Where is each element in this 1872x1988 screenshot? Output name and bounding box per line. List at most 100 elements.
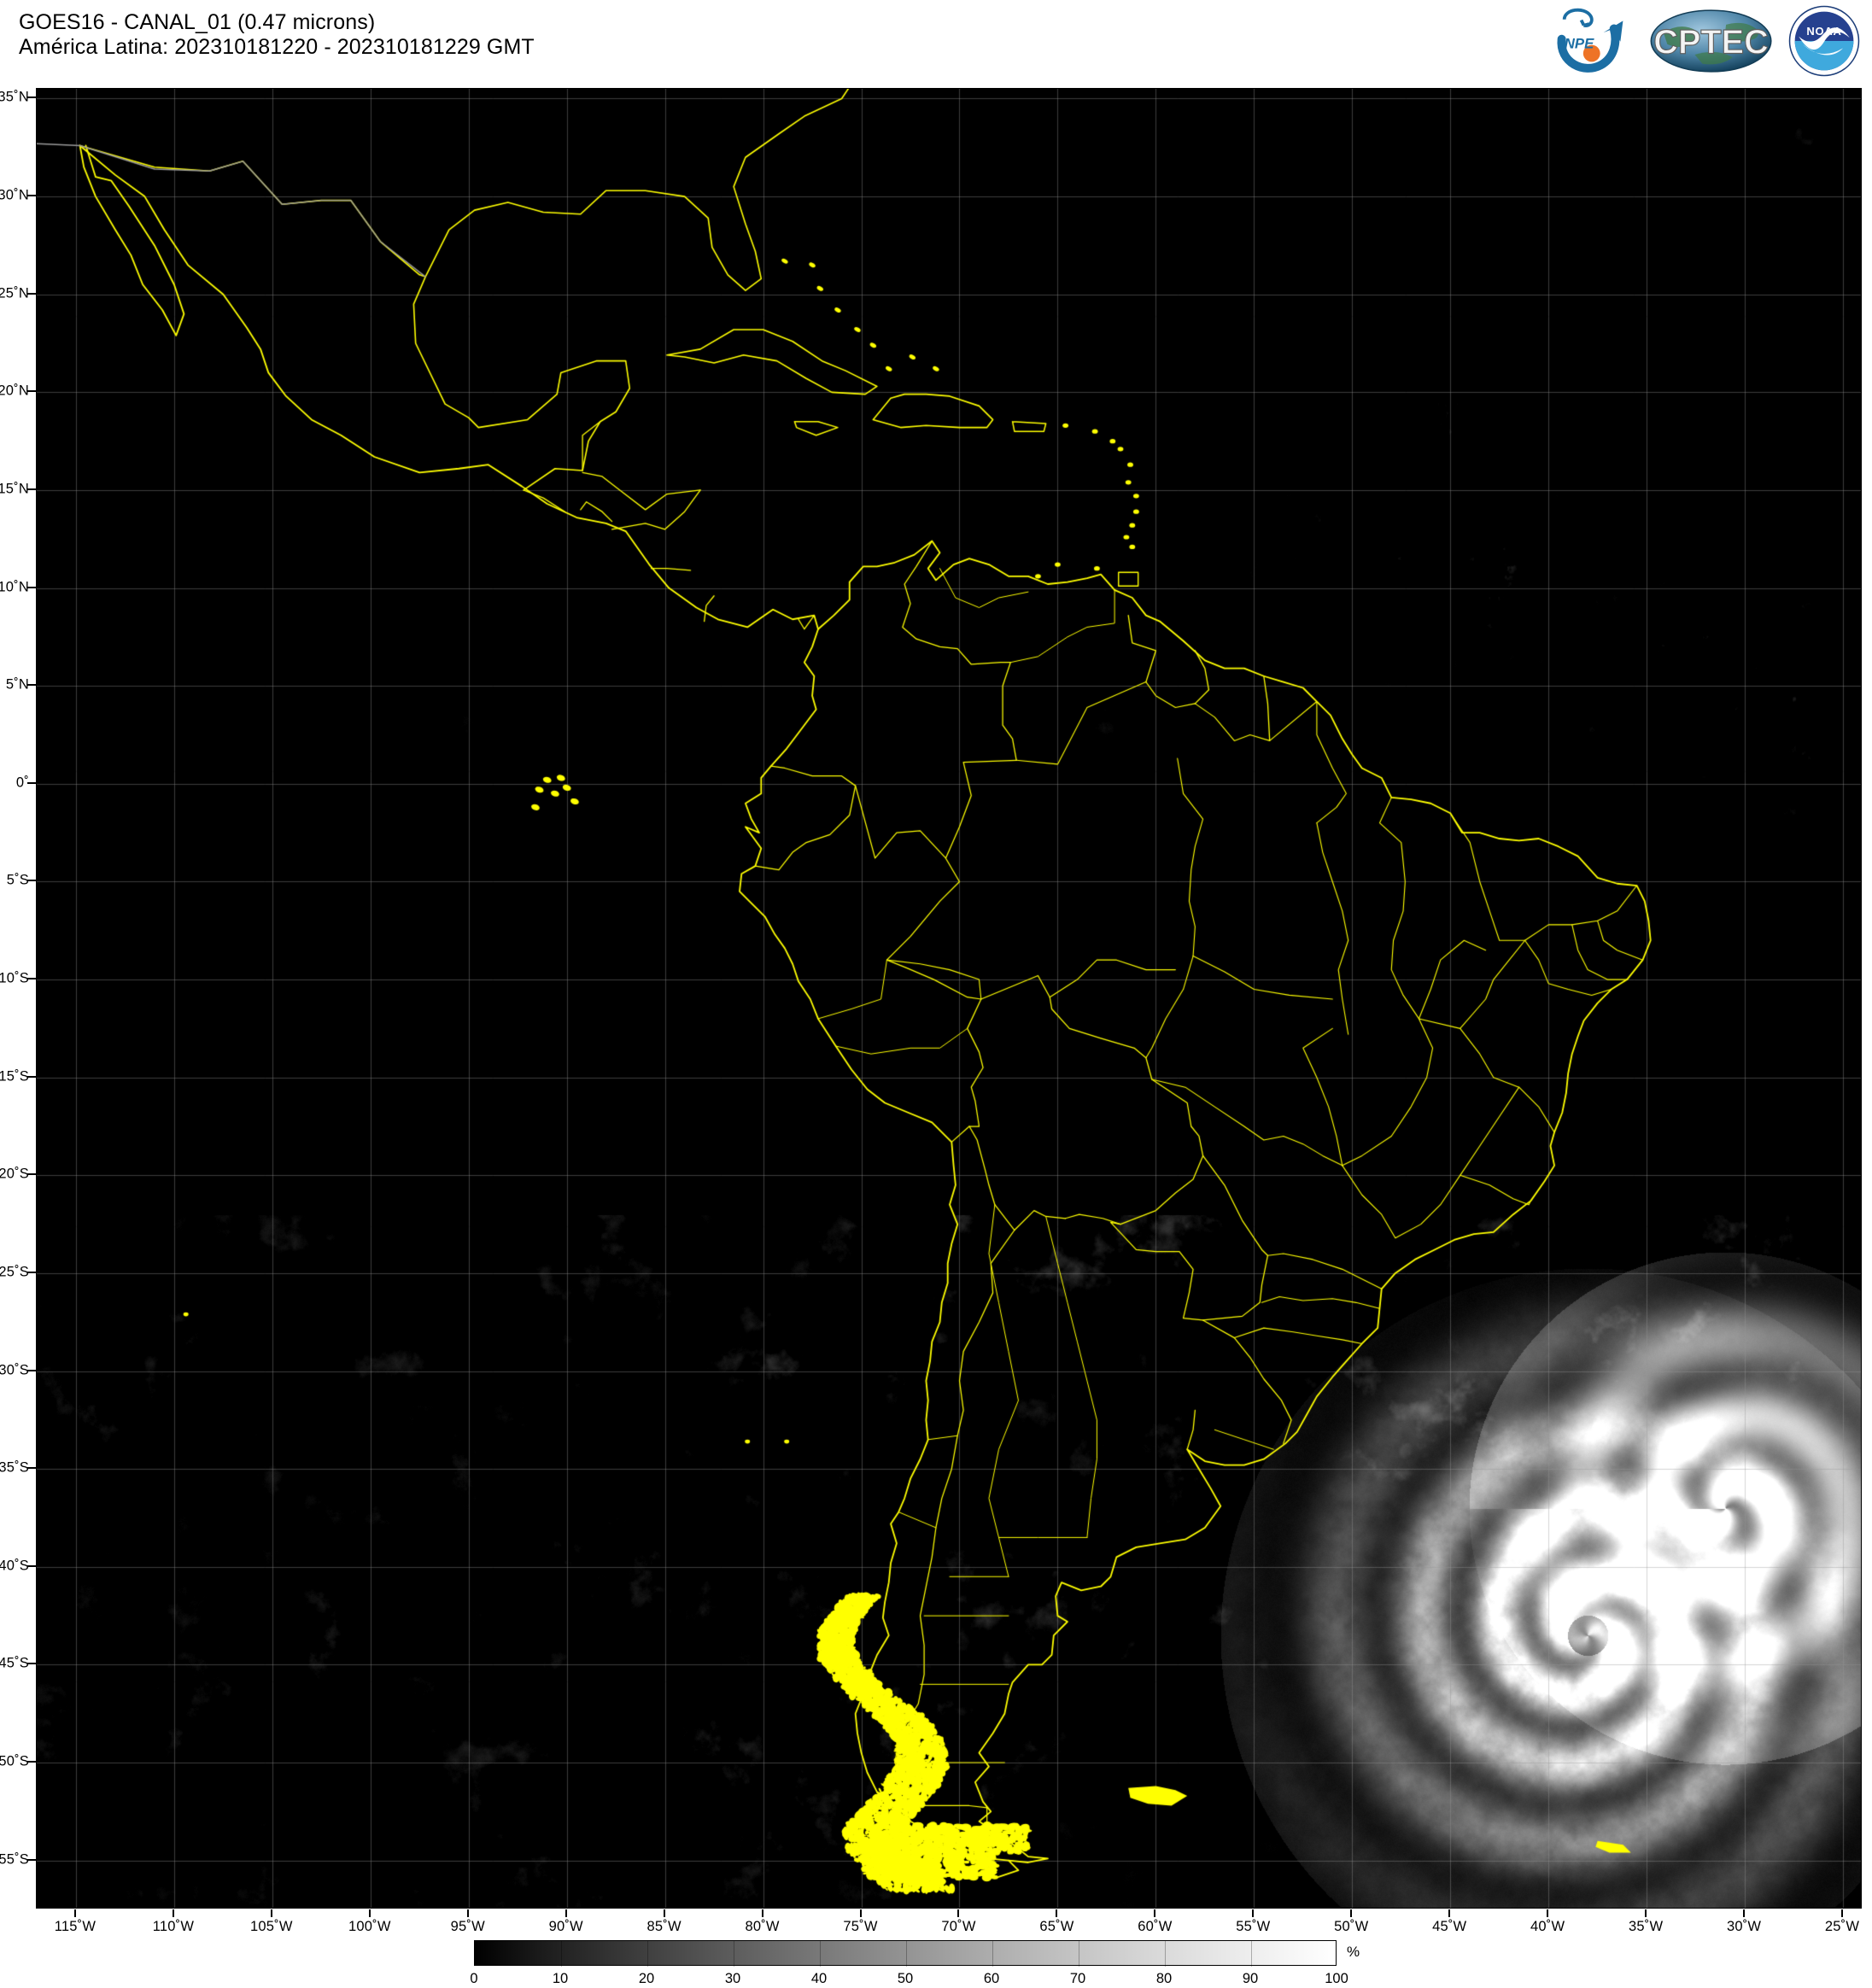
- latitude-tick-label: 25˚S: [0, 1264, 29, 1280]
- inpe-logo: INPE: [1557, 8, 1623, 73]
- longitude-tick-mark: [1547, 1909, 1549, 1917]
- longitude-tick-label: 80˚W: [745, 1919, 780, 1934]
- cptec-logo: CPTEC: [1650, 9, 1772, 73]
- colorbar-gridline: [992, 1941, 993, 1967]
- latitude-tick-mark: [27, 1467, 36, 1470]
- longitude-tick-mark: [1154, 1909, 1156, 1917]
- header: GOES16 - CANAL_01 (0.47 microns) América…: [0, 0, 1872, 85]
- svg-text:CPTEC: CPTEC: [1653, 24, 1769, 61]
- colorbar-tick-label: 50: [897, 1971, 914, 1986]
- longitude-tick-label: 65˚W: [1039, 1919, 1074, 1934]
- latitude-tick-mark: [27, 390, 36, 393]
- latitude-tick-mark: [27, 292, 36, 295]
- colorbar-tick-label: 0: [470, 1971, 478, 1986]
- longitude-tick-label: 110˚W: [152, 1919, 195, 1934]
- latitude-tick-label: 0˚: [15, 775, 29, 791]
- satellite-imagery-canvas: [37, 89, 1861, 1908]
- latitude-tick-label: 5˚N: [5, 676, 29, 693]
- colorbar-tick-label: 80: [1155, 1971, 1173, 1986]
- latitude-tick-label: 30˚S: [0, 1362, 29, 1378]
- latitude-tick-label: 40˚S: [0, 1558, 29, 1574]
- latitude-tick-label: 45˚S: [0, 1655, 29, 1671]
- satellite-map[interactable]: [36, 88, 1862, 1909]
- longitude-tick-mark: [1056, 1909, 1058, 1917]
- latitude-tick-label: 5˚S: [6, 872, 29, 888]
- colorbar-tick-label: 20: [638, 1971, 655, 1986]
- longitude-tick-mark: [368, 1909, 371, 1917]
- latitude-tick-label: 30˚N: [0, 187, 29, 203]
- latitude-tick-mark: [27, 195, 36, 197]
- longitude-tick-mark: [1645, 1909, 1647, 1917]
- latitude-tick-mark: [27, 1075, 36, 1078]
- latitude-tick-label: 15˚N: [0, 481, 29, 497]
- latitude-tick-label: 25˚N: [0, 285, 29, 301]
- latitude-tick-mark: [27, 684, 36, 687]
- latitude-tick-label: 35˚N: [0, 89, 29, 105]
- latitude-tick-label: 50˚S: [0, 1753, 29, 1769]
- colorbar-gridline: [820, 1941, 821, 1967]
- longitude-tick-mark: [761, 1909, 763, 1917]
- longitude-tick-label: 70˚W: [941, 1919, 976, 1934]
- longitude-tick-mark: [1350, 1909, 1353, 1917]
- colorbar-gridline: [1251, 1941, 1252, 1967]
- latitude-tick-mark: [27, 1564, 36, 1567]
- latitude-tick-label: 10˚S: [0, 970, 29, 986]
- longitude-tick-label: 90˚W: [548, 1919, 583, 1934]
- longitude-tick-label: 45˚W: [1432, 1919, 1467, 1934]
- page-subtitle: América Latina: 202310181220 - 202310181…: [19, 35, 535, 59]
- latitude-tick-label: 20˚N: [0, 383, 29, 399]
- latitude-tick-mark: [27, 978, 36, 980]
- latitude-tick-mark: [27, 586, 36, 588]
- latitude-axis: 35˚N 30˚N 25˚N 20˚N 15˚N 10˚N 5˚N 0˚ 5˚S 10˚S 15˚S…: [0, 0, 36, 1988]
- svg-text:NOAA: NOAA: [1806, 25, 1841, 38]
- latitude-tick-mark: [27, 1663, 36, 1665]
- longitude-tick-mark: [466, 1909, 469, 1917]
- colorbar-tick-label: 10: [552, 1971, 569, 1986]
- colorbar-group: % 0 10 20 30 40 50 60 70 80 90 100: [470, 1940, 1405, 1986]
- colorbar-gridline: [647, 1941, 648, 1967]
- longitude-tick-label: 25˚W: [1824, 1919, 1860, 1934]
- colorbar-gridline: [1165, 1941, 1166, 1967]
- colorbar-tick-label: 90: [1242, 1971, 1259, 1986]
- latitude-tick-mark: [27, 1271, 36, 1273]
- colorbar-tick-label: 30: [724, 1971, 741, 1986]
- latitude-tick-label: 15˚S: [0, 1068, 29, 1085]
- latitude-tick-label: 20˚S: [0, 1166, 29, 1182]
- latitude-tick-label: 35˚S: [0, 1459, 29, 1476]
- longitude-tick-label: 115˚W: [54, 1919, 97, 1934]
- longitude-tick-label: 35˚W: [1628, 1919, 1664, 1934]
- latitude-tick-mark: [27, 1173, 36, 1176]
- longitude-tick-label: 105˚W: [250, 1919, 293, 1934]
- longitude-tick-mark: [1448, 1909, 1451, 1917]
- colorbar-gridline: [561, 1941, 562, 1967]
- colorbar-tick-label: 70: [1069, 1971, 1086, 1986]
- longitude-tick-mark: [1743, 1909, 1746, 1917]
- longitude-tick-label: 95˚W: [450, 1919, 485, 1934]
- latitude-tick-mark: [27, 1761, 36, 1763]
- latitude-tick-label: 55˚S: [0, 1851, 29, 1868]
- colorbar-gradient: [474, 1940, 1337, 1967]
- longitude-tick-label: 85˚W: [646, 1919, 682, 1934]
- logo-group: INPE CPTEC: [1555, 3, 1860, 79]
- latitude-tick-label: 10˚N: [0, 579, 29, 595]
- colorbar-tick-label: 100: [1325, 1971, 1348, 1986]
- title-block: GOES16 - CANAL_01 (0.47 microns) América…: [19, 10, 535, 60]
- longitude-tick-label: 75˚W: [843, 1919, 878, 1934]
- longitude-tick-mark: [565, 1909, 567, 1917]
- latitude-tick-mark: [27, 880, 36, 882]
- longitude-tick-mark: [957, 1909, 960, 1917]
- latitude-tick-mark: [27, 1369, 36, 1371]
- longitude-tick-label: 100˚W: [348, 1919, 391, 1934]
- svg-text:INPE: INPE: [1560, 35, 1594, 51]
- longitude-tick-label: 60˚W: [1138, 1919, 1173, 1934]
- latitude-tick-mark: [27, 96, 36, 99]
- longitude-tick-mark: [859, 1909, 862, 1917]
- longitude-tick-label: 40˚W: [1530, 1919, 1565, 1934]
- longitude-tick-mark: [663, 1909, 665, 1917]
- longitude-tick-mark: [172, 1909, 174, 1917]
- colorbar-unit-label: %: [1347, 1944, 1360, 1960]
- latitude-tick-mark: [27, 1858, 36, 1861]
- longitude-tick-label: 50˚W: [1334, 1919, 1369, 1934]
- colorbar-tick-label: 60: [983, 1971, 1000, 1986]
